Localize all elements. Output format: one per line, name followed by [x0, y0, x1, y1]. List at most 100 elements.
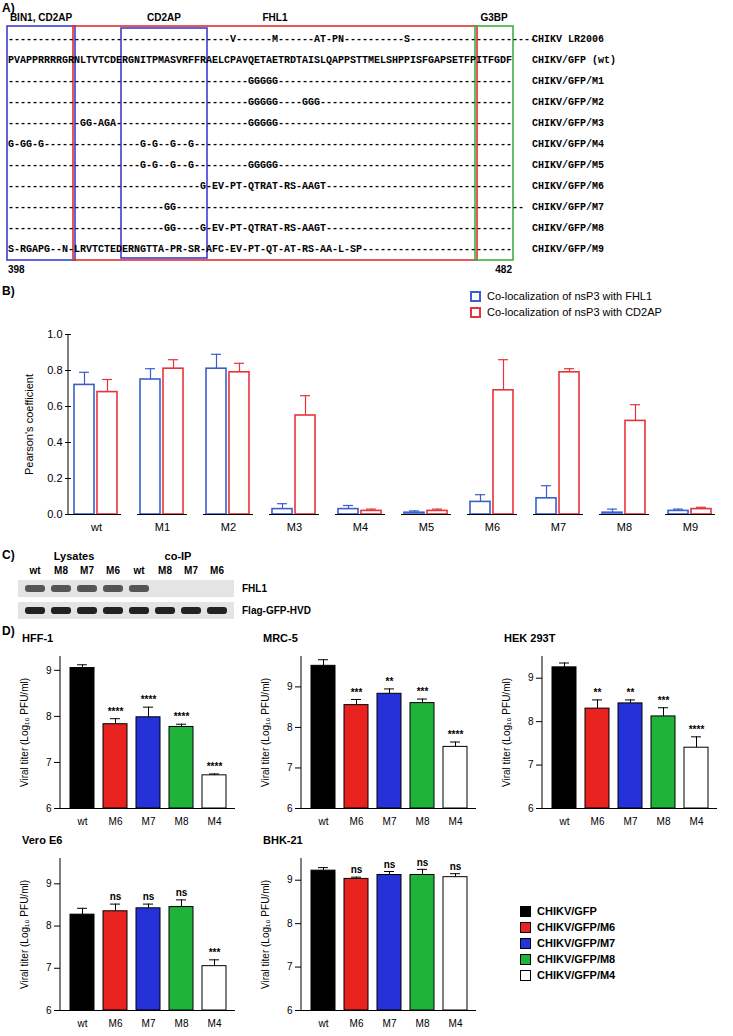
svg-text:M6: M6	[210, 565, 224, 576]
svg-text:CHIKV LR2006: CHIKV LR2006	[532, 34, 604, 45]
svg-text:***: ***	[658, 695, 670, 706]
svg-text:ns: ns	[417, 857, 429, 868]
svg-text:6: 6	[46, 1005, 52, 1016]
svg-text:wt: wt	[90, 521, 102, 533]
svg-text:M6: M6	[591, 816, 605, 827]
svg-text:Flag-GFP-HVD: Flag-GFP-HVD	[242, 605, 311, 616]
svg-text:ns: ns	[176, 887, 188, 898]
svg-text:9: 9	[287, 874, 293, 885]
svg-text:wt: wt	[559, 816, 570, 827]
svg-text:7: 7	[287, 961, 293, 972]
svg-text:Pearson's coefficient: Pearson's coefficient	[23, 374, 35, 475]
svg-text:1.0: 1.0	[47, 328, 62, 340]
svg-text:CHIKV/GFP/M8: CHIKV/GFP/M8	[532, 223, 604, 234]
svg-text:M7: M7	[142, 1018, 156, 1029]
svg-text:M8: M8	[158, 565, 172, 576]
svg-text:wt: wt	[28, 565, 41, 576]
svg-text:M8: M8	[175, 1018, 189, 1029]
svg-text:ns: ns	[110, 891, 122, 902]
svg-text:C): C)	[2, 548, 15, 562]
svg-text:0.6: 0.6	[47, 400, 62, 412]
svg-text:M8: M8	[617, 521, 632, 533]
svg-text:8: 8	[528, 716, 534, 727]
svg-text:M2: M2	[221, 521, 236, 533]
svg-text:0.0: 0.0	[47, 508, 62, 520]
svg-text:**: **	[594, 687, 602, 698]
svg-text:8: 8	[287, 722, 293, 733]
svg-text:CHIKV/GFP (wt): CHIKV/GFP (wt)	[532, 55, 616, 66]
svg-text:****: ****	[141, 694, 157, 705]
svg-text:wt: wt	[77, 816, 88, 827]
svg-text:CHIKV/GFP/M6: CHIKV/GFP/M6	[532, 181, 604, 192]
svg-text:ns: ns	[351, 864, 363, 875]
svg-text:Viral titer (Log₁₀ PFU/ml): Viral titer (Log₁₀ PFU/ml)	[19, 678, 30, 787]
svg-text:M7: M7	[551, 521, 566, 533]
svg-text:ns: ns	[384, 859, 396, 870]
svg-text:M8: M8	[175, 816, 189, 827]
svg-text:M4: M4	[449, 1018, 463, 1029]
svg-text:M4: M4	[208, 816, 222, 827]
svg-text:398: 398	[8, 264, 25, 275]
svg-text:------------------------------: ----------------------------------------…	[8, 76, 512, 87]
svg-text:M9: M9	[683, 521, 698, 533]
svg-text:****: ****	[108, 706, 124, 717]
svg-text:--------------------------GG--: --------------------------GG------------…	[8, 202, 524, 213]
svg-text:Viral titer (Log₁₀ PFU/ml): Viral titer (Log₁₀ PFU/ml)	[501, 678, 512, 787]
svg-text:G3BP: G3BP	[480, 12, 508, 23]
svg-text:7: 7	[287, 762, 293, 773]
svg-text:CHIKV/GFP/M4: CHIKV/GFP/M4	[532, 139, 604, 150]
svg-text:G-GG-G----------------G-G--G--: G-GG-G----------------G-G--G--G---------…	[8, 139, 512, 150]
svg-text:M6: M6	[109, 1018, 123, 1029]
svg-text:9: 9	[46, 665, 52, 676]
svg-text:----------------------G-G--G--: ----------------------G-G--G--G---------…	[8, 160, 512, 171]
svg-text:wt: wt	[318, 1018, 329, 1029]
svg-text:M6: M6	[485, 521, 500, 533]
svg-text:M4: M4	[353, 521, 368, 533]
svg-text:Viral titer (Log₁₀ PFU/ml): Viral titer (Log₁₀ PFU/ml)	[260, 880, 271, 989]
svg-text:***: ***	[417, 686, 429, 697]
svg-text:6: 6	[528, 803, 534, 814]
svg-text:8: 8	[287, 918, 293, 929]
svg-text:CHIKV/GFP/M5: CHIKV/GFP/M5	[532, 160, 604, 171]
svg-text:Viral titer (Log₁₀ PFU/ml): Viral titer (Log₁₀ PFU/ml)	[19, 880, 30, 989]
svg-text:8: 8	[46, 920, 52, 931]
svg-text:M5: M5	[419, 521, 434, 533]
svg-text:M4: M4	[690, 816, 704, 827]
svg-text:M6: M6	[109, 816, 123, 827]
svg-text:ns: ns	[143, 891, 155, 902]
svg-text:CHIKV/GFP/M1: CHIKV/GFP/M1	[532, 76, 604, 87]
svg-text:FHL1: FHL1	[263, 12, 288, 23]
svg-text:M6: M6	[106, 565, 120, 576]
svg-text:7: 7	[46, 757, 52, 768]
svg-text:****: ****	[448, 729, 464, 740]
svg-text:**: **	[627, 687, 635, 698]
svg-text:M7: M7	[80, 565, 94, 576]
svg-text:M7: M7	[142, 816, 156, 827]
svg-text:CD2AP: CD2AP	[147, 12, 181, 23]
svg-text:9: 9	[46, 878, 52, 889]
svg-text:M7: M7	[383, 1018, 397, 1029]
svg-text:M8: M8	[54, 565, 68, 576]
svg-text:6: 6	[287, 1005, 293, 1016]
svg-text:M4: M4	[449, 816, 463, 827]
svg-text:****: ****	[207, 761, 223, 772]
svg-text:------------GG-AGA------------: ------------GG-AGA----------------------…	[8, 118, 512, 129]
svg-text:9: 9	[528, 672, 534, 683]
svg-text:0.8: 0.8	[47, 364, 62, 376]
svg-text:M1: M1	[155, 521, 170, 533]
svg-text:7: 7	[46, 962, 52, 973]
svg-text:FHL1: FHL1	[242, 583, 267, 594]
svg-text:wt: wt	[318, 816, 329, 827]
svg-text:BIN1, CD2AP: BIN1, CD2AP	[10, 12, 73, 23]
svg-text:**: **	[386, 676, 394, 687]
svg-text:0.2: 0.2	[47, 472, 62, 484]
svg-text:0.4: 0.4	[47, 436, 62, 448]
svg-text:M7: M7	[624, 816, 638, 827]
svg-text:M8: M8	[416, 1018, 430, 1029]
svg-text:***: ***	[209, 947, 221, 958]
svg-text:M7: M7	[383, 816, 397, 827]
svg-text:482: 482	[495, 264, 512, 275]
svg-text:M6: M6	[350, 816, 364, 827]
svg-text:6: 6	[46, 803, 52, 814]
svg-text:9: 9	[287, 681, 293, 692]
